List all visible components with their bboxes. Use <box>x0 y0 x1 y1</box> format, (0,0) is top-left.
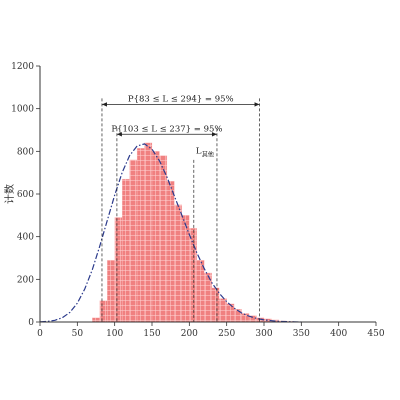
y-tick-label: 200 <box>17 275 34 285</box>
histogram-bar <box>121 178 130 323</box>
histogram-bar <box>219 298 227 323</box>
x-tick-label: 50 <box>72 329 84 339</box>
y-tick-label: 1200 <box>11 62 34 72</box>
interval-arrowhead-left <box>116 132 122 137</box>
histogram-bar <box>151 151 160 323</box>
marker-label: L <box>196 146 202 156</box>
histogram-bar <box>226 303 235 323</box>
confidence-intervals: P{83 ≤ L ≤ 294} = 95% P{103 ≤ L ≤ 237} = … <box>101 94 260 322</box>
x-tick-label: 250 <box>218 329 235 339</box>
histogram-bar <box>144 142 153 323</box>
histogram-bar <box>136 147 145 323</box>
y-axis-title: 计数 <box>3 184 16 204</box>
histogram-bar <box>114 217 123 323</box>
histogram-bar <box>196 259 205 323</box>
x-tick-label: 200 <box>181 329 198 339</box>
histogram-bar <box>129 159 138 323</box>
interval-label: P{83 ≤ L ≤ 294} = 95% <box>128 94 234 104</box>
histogram-bar <box>189 227 197 323</box>
marker-sublabel: 其他 <box>202 151 214 159</box>
interval-arrowhead-right <box>254 102 260 107</box>
y-tick-label: 800 <box>17 147 34 157</box>
histogram-bar <box>174 204 183 323</box>
x-tick-label: 0 <box>37 329 43 339</box>
histogram-bar <box>241 313 250 323</box>
x-tick-label: 400 <box>330 329 347 339</box>
y-tick-label: 1000 <box>11 105 34 115</box>
axes: 0 50 100 150 200 250 300 350 400 450 0 200 400 600 800… <box>11 62 385 339</box>
histogram-bars <box>92 142 295 323</box>
histogram-bar <box>99 300 108 323</box>
x-tick-label: 100 <box>106 329 123 339</box>
y-tick-label: 400 <box>17 233 34 243</box>
histogram-bar <box>211 287 220 323</box>
y-tick-label: 600 <box>17 190 34 200</box>
histogram-bar <box>107 259 115 323</box>
histogram-bar <box>166 181 175 323</box>
x-tick-label: 450 <box>367 329 384 339</box>
histogram-bar <box>159 155 168 323</box>
interval-arrowhead-left <box>101 102 107 107</box>
x-tick-label: 300 <box>255 329 272 339</box>
x-tick-label: 350 <box>293 329 310 339</box>
y-tick-label: 0 <box>28 318 34 328</box>
x-tick-label: 150 <box>143 329 160 339</box>
interval-label: P{103 ≤ L ≤ 237} = 95% <box>111 124 222 134</box>
histogram-bar <box>92 317 100 323</box>
interval-arrowhead-right <box>211 132 217 137</box>
